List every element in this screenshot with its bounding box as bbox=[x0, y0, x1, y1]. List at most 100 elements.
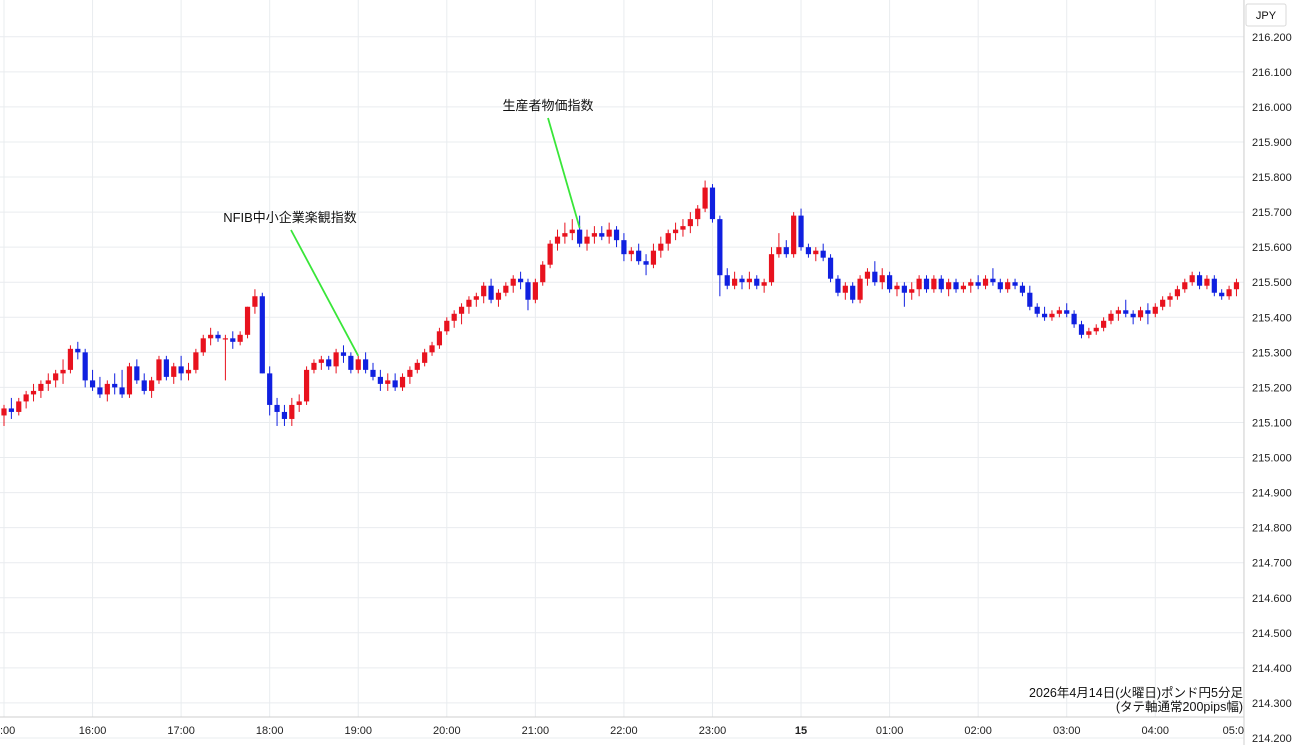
candle bbox=[1108, 310, 1114, 325]
candle bbox=[518, 271, 524, 290]
candle bbox=[370, 362, 376, 381]
candle-body bbox=[1115, 310, 1121, 314]
candle-body bbox=[481, 285, 487, 297]
x-tick-label: :00 bbox=[0, 725, 15, 737]
candle-body bbox=[141, 380, 147, 391]
candle-body bbox=[923, 278, 930, 290]
candle-body bbox=[1108, 313, 1114, 321]
candle bbox=[1012, 278, 1018, 290]
candle bbox=[119, 369, 125, 398]
candle bbox=[894, 282, 900, 297]
candle-body bbox=[385, 380, 391, 384]
chart-caption: 2026年4月14日(火曜日)ポンド円5分足 (タテ軸通常200pips幅) bbox=[1029, 686, 1243, 714]
candle bbox=[237, 331, 243, 346]
candle bbox=[495, 289, 502, 307]
y-tick-labels: 216.200 216.100 216.000 215.900 215.800 215.7… bbox=[1252, 32, 1292, 745]
candle bbox=[1130, 310, 1136, 325]
candle-body bbox=[104, 383, 110, 395]
candle bbox=[960, 282, 966, 293]
candle bbox=[1071, 310, 1077, 328]
candle-body bbox=[134, 366, 140, 381]
annotation: NFIB中小企業楽観指数 bbox=[223, 210, 360, 357]
candle-body bbox=[946, 282, 952, 290]
candle bbox=[422, 348, 428, 367]
candle bbox=[1167, 292, 1173, 307]
candle-body bbox=[82, 352, 88, 381]
candle-body bbox=[149, 380, 155, 391]
candle bbox=[709, 184, 716, 223]
candle bbox=[901, 282, 907, 307]
candle bbox=[318, 355, 324, 370]
x-tick-labels: :00 16:00 17:00 18:00 19:00 20:00 21:00 22:00 23… bbox=[0, 725, 1244, 737]
candle-body bbox=[1034, 306, 1040, 314]
candle-body bbox=[982, 278, 989, 286]
x-tick-label: 03:00 bbox=[1053, 725, 1081, 737]
x-tick-label: 19:00 bbox=[344, 725, 372, 737]
candle-body bbox=[968, 282, 974, 286]
candle bbox=[827, 254, 834, 283]
y-tick-label: 215.300 bbox=[1252, 347, 1292, 359]
x-tick-label: 17:00 bbox=[167, 725, 195, 737]
candle-body bbox=[185, 369, 192, 374]
candle bbox=[1233, 278, 1240, 297]
candle bbox=[163, 355, 169, 381]
candle bbox=[156, 355, 162, 384]
candle-body bbox=[621, 240, 627, 255]
candle bbox=[311, 359, 317, 374]
y-tick-label: 215.000 bbox=[1252, 453, 1292, 465]
candle bbox=[444, 317, 450, 335]
candle-body bbox=[1233, 282, 1240, 290]
candle bbox=[75, 341, 81, 360]
candle-body bbox=[237, 334, 243, 342]
candle bbox=[252, 289, 258, 314]
candle-body bbox=[857, 278, 863, 300]
candle bbox=[281, 404, 288, 426]
candle-body bbox=[444, 320, 450, 332]
candle-body bbox=[599, 233, 605, 237]
candle bbox=[30, 383, 37, 402]
candle bbox=[768, 247, 775, 286]
candle bbox=[953, 278, 959, 293]
candle bbox=[887, 271, 893, 293]
caption-line-2: (タテ軸通常200pips幅) bbox=[1116, 699, 1243, 714]
candle-body bbox=[783, 247, 789, 255]
candle bbox=[259, 292, 265, 374]
candle bbox=[1145, 303, 1151, 325]
candle bbox=[1204, 275, 1210, 290]
x-tick-label: 15 bbox=[795, 725, 807, 737]
candle-body bbox=[1211, 278, 1217, 293]
candle-body bbox=[156, 359, 162, 381]
candle-body bbox=[407, 369, 413, 377]
candle-body bbox=[200, 338, 206, 353]
candle bbox=[267, 366, 273, 416]
candle-body bbox=[422, 352, 428, 363]
candle-body bbox=[717, 219, 723, 276]
y-tick-label: 214.800 bbox=[1252, 523, 1292, 535]
candle-body bbox=[274, 404, 280, 412]
candle bbox=[857, 275, 863, 304]
candle bbox=[1086, 327, 1092, 339]
candle bbox=[488, 278, 494, 304]
candle-body bbox=[488, 285, 494, 300]
candle bbox=[23, 390, 29, 409]
x-tick-label: 23:00 bbox=[699, 725, 727, 737]
candle bbox=[879, 268, 885, 290]
candle-body bbox=[732, 278, 738, 286]
candle bbox=[1056, 306, 1062, 318]
candle-body bbox=[724, 275, 730, 286]
candle bbox=[340, 345, 347, 363]
candle-body bbox=[1123, 310, 1129, 314]
y-tick-label: 214.700 bbox=[1252, 558, 1292, 570]
candle bbox=[1005, 278, 1011, 293]
candle-body bbox=[429, 345, 435, 353]
candle-body bbox=[931, 278, 937, 290]
candle-body bbox=[348, 355, 354, 370]
candle bbox=[451, 310, 457, 328]
candle bbox=[761, 278, 767, 293]
candle-body bbox=[163, 359, 169, 377]
candle-body bbox=[658, 243, 664, 251]
candle-body bbox=[864, 271, 871, 279]
candle-body bbox=[1196, 275, 1203, 286]
candle bbox=[975, 275, 981, 290]
x-tick-label: 21:00 bbox=[522, 725, 550, 737]
